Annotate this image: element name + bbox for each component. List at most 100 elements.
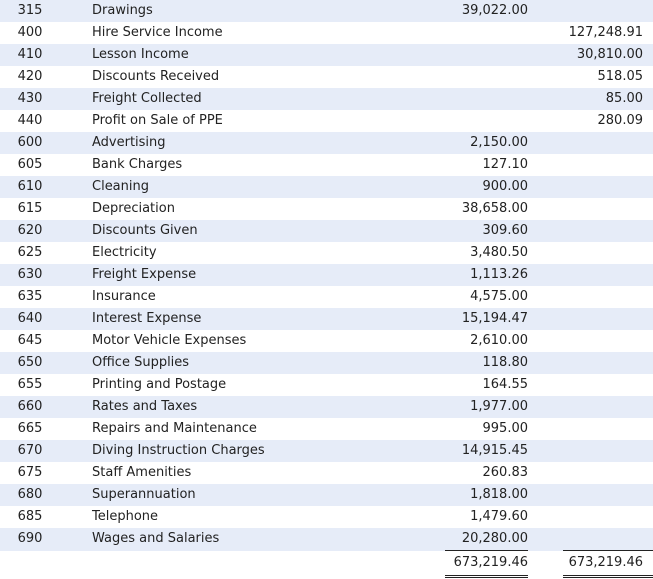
credit-amount: [563, 528, 653, 551]
debit-amount: [445, 66, 528, 88]
debit-amount: 164.55: [445, 374, 528, 396]
table-row: 670 Diving Instruction Charges 14,915.45: [0, 440, 653, 462]
credit-amount: 280.09: [563, 110, 653, 132]
table-row: 610 Cleaning 900.00: [0, 176, 653, 198]
spacer-cell: [528, 330, 563, 352]
credit-amount: [563, 0, 653, 22]
account-name: Motor Vehicle Expenses: [60, 330, 445, 352]
account-name: Staff Amenities: [60, 462, 445, 484]
debit-amount: 1,479.60: [445, 506, 528, 528]
debit-amount: 2,150.00: [445, 132, 528, 154]
debit-amount: 4,575.00: [445, 286, 528, 308]
account-name: Discounts Received: [60, 66, 445, 88]
account-name: Interest Expense: [60, 308, 445, 330]
table-row: 400 Hire Service Income 127,248.91: [0, 22, 653, 44]
account-name: Freight Expense: [60, 264, 445, 286]
debit-amount: [445, 22, 528, 44]
account-name: Insurance: [60, 286, 445, 308]
table-row: 660 Rates and Taxes 1,977.00: [0, 396, 653, 418]
table-row: 635 Insurance 4,575.00: [0, 286, 653, 308]
account-code: 660: [0, 396, 60, 418]
account-name: Wages and Salaries: [60, 528, 445, 551]
account-code: 635: [0, 286, 60, 308]
credit-amount: [563, 506, 653, 528]
account-code: 620: [0, 220, 60, 242]
account-code: 440: [0, 110, 60, 132]
spacer-cell: [528, 110, 563, 132]
table-row: 620 Discounts Given 309.60: [0, 220, 653, 242]
account-name: Rates and Taxes: [60, 396, 445, 418]
account-code: 685: [0, 506, 60, 528]
total-credit: 673,219.46: [563, 550, 653, 578]
debit-amount: 995.00: [445, 418, 528, 440]
credit-amount: [563, 242, 653, 264]
totals-gap-cell: [528, 550, 563, 577]
credit-amount: [563, 176, 653, 198]
spacer-cell: [528, 528, 563, 551]
credit-amount: [563, 198, 653, 220]
spacer-cell: [528, 0, 563, 22]
debit-amount: 1,113.26: [445, 264, 528, 286]
account-code: 690: [0, 528, 60, 551]
spacer-cell: [528, 308, 563, 330]
debit-amount: 118.80: [445, 352, 528, 374]
spacer-cell: [528, 176, 563, 198]
account-code: 615: [0, 198, 60, 220]
table-row: 645 Motor Vehicle Expenses 2,610.00: [0, 330, 653, 352]
credit-amount: [563, 286, 653, 308]
spacer-cell: [528, 88, 563, 110]
debit-amount: 2,610.00: [445, 330, 528, 352]
spacer-cell: [528, 506, 563, 528]
debit-amount: [445, 110, 528, 132]
account-code: 430: [0, 88, 60, 110]
debit-amount: 309.60: [445, 220, 528, 242]
table-row: 615 Depreciation 38,658.00: [0, 198, 653, 220]
debit-amount: 1,818.00: [445, 484, 528, 506]
account-code: 665: [0, 418, 60, 440]
table-row: 630 Freight Expense 1,113.26: [0, 264, 653, 286]
account-name: Electricity: [60, 242, 445, 264]
account-code: 315: [0, 0, 60, 22]
debit-amount: 260.83: [445, 462, 528, 484]
account-name: Lesson Income: [60, 44, 445, 66]
spacer-cell: [528, 484, 563, 506]
account-name: Office Supplies: [60, 352, 445, 374]
table-row: 690 Wages and Salaries 20,280.00: [0, 528, 653, 551]
account-name: Discounts Given: [60, 220, 445, 242]
spacer-cell: [528, 418, 563, 440]
account-code: 650: [0, 352, 60, 374]
credit-amount: [563, 374, 653, 396]
table-row: 440 Profit on Sale of PPE 280.09: [0, 110, 653, 132]
spacer-cell: [528, 462, 563, 484]
debit-amount: [445, 44, 528, 66]
credit-amount: [563, 220, 653, 242]
account-code: 655: [0, 374, 60, 396]
debit-amount: 3,480.50: [445, 242, 528, 264]
debit-amount: 39,022.00: [445, 0, 528, 22]
credit-amount: 518.05: [563, 66, 653, 88]
account-code: 400: [0, 22, 60, 44]
spacer-cell: [528, 44, 563, 66]
account-name: Drawings: [60, 0, 445, 22]
table-row: 640 Interest Expense 15,194.47: [0, 308, 653, 330]
debit-amount: 127.10: [445, 154, 528, 176]
account-name: Superannuation: [60, 484, 445, 506]
debit-amount: 38,658.00: [445, 198, 528, 220]
table-row: 685 Telephone 1,479.60: [0, 506, 653, 528]
credit-amount: [563, 484, 653, 506]
credit-amount: 85.00: [563, 88, 653, 110]
table-row: 665 Repairs and Maintenance 995.00: [0, 418, 653, 440]
spacer-cell: [528, 286, 563, 308]
account-code: 600: [0, 132, 60, 154]
spacer-cell: [528, 440, 563, 462]
table-row: 600 Advertising 2,150.00: [0, 132, 653, 154]
totals-name-cell: [60, 550, 445, 577]
table-row: 650 Office Supplies 118.80: [0, 352, 653, 374]
account-name: Diving Instruction Charges: [60, 440, 445, 462]
credit-amount: [563, 264, 653, 286]
spacer-cell: [528, 220, 563, 242]
account-name: Freight Collected: [60, 88, 445, 110]
credit-amount: [563, 352, 653, 374]
account-code: 680: [0, 484, 60, 506]
